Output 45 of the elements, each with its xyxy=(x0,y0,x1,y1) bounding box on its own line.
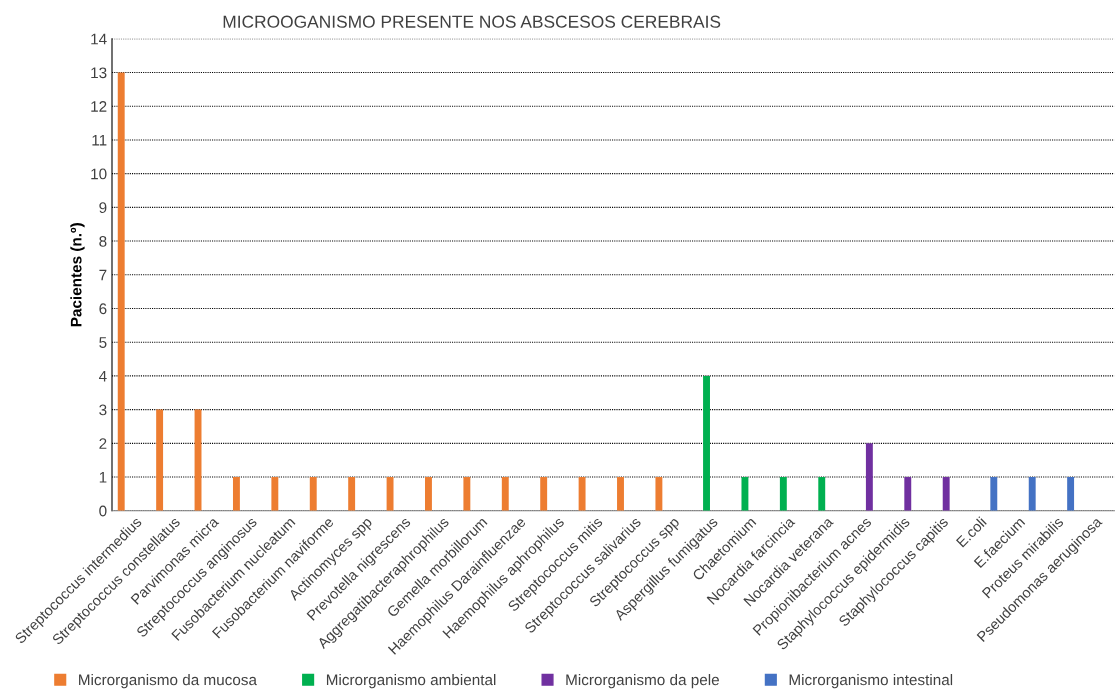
y-tick-label: 6 xyxy=(99,303,107,315)
bar xyxy=(617,477,624,511)
y-tick-label: 1 xyxy=(99,472,107,483)
chart-title: MICROOGANISMO PRESENTE NOS ABSCESOS CEREBRAIS xyxy=(223,15,721,28)
bar xyxy=(942,477,950,511)
y-tick-label: 7 xyxy=(99,269,107,281)
y-tick-label: 13 xyxy=(91,67,107,79)
bar xyxy=(904,477,912,511)
legend-label: Microrganismo ambiental xyxy=(326,674,496,689)
bar xyxy=(1067,477,1075,511)
bar xyxy=(271,477,279,511)
y-tick-label: 0 xyxy=(99,505,107,517)
bar xyxy=(578,477,586,511)
bar xyxy=(309,477,317,511)
y-tick-label: 10 xyxy=(91,168,107,180)
bar xyxy=(501,477,509,511)
bar xyxy=(741,477,749,511)
bar xyxy=(117,72,125,511)
bar xyxy=(818,477,826,511)
legend-label: Microrganismo da mucosa xyxy=(79,674,257,689)
y-tick-label: 14 xyxy=(91,33,107,45)
bar xyxy=(348,477,356,511)
y-tick-label: 3 xyxy=(99,404,107,416)
y-tick-label: 11 xyxy=(92,134,107,146)
bar xyxy=(865,443,873,511)
y-tick-label: 5 xyxy=(99,337,107,348)
bar xyxy=(655,477,663,511)
legend-label: Microrganismo da pele xyxy=(566,674,719,689)
bar xyxy=(540,477,548,511)
bar xyxy=(232,477,240,511)
bar xyxy=(425,477,432,511)
bar xyxy=(990,477,998,511)
y-tick-label: 9 xyxy=(99,202,107,214)
bar xyxy=(463,477,471,511)
y-tick-label: 8 xyxy=(99,235,107,247)
bar xyxy=(703,375,710,511)
legend-label: Microrganismo intestinal xyxy=(789,674,953,689)
bar xyxy=(1028,477,1036,511)
y-tick-label: 2 xyxy=(99,438,107,449)
bar xyxy=(779,477,787,511)
y-tick-label: 4 xyxy=(98,370,107,382)
bar xyxy=(386,477,394,511)
y-axis-title: Pacientes (n.º) xyxy=(70,223,85,327)
y-tick-label: 12 xyxy=(91,101,107,112)
bar xyxy=(156,409,164,511)
